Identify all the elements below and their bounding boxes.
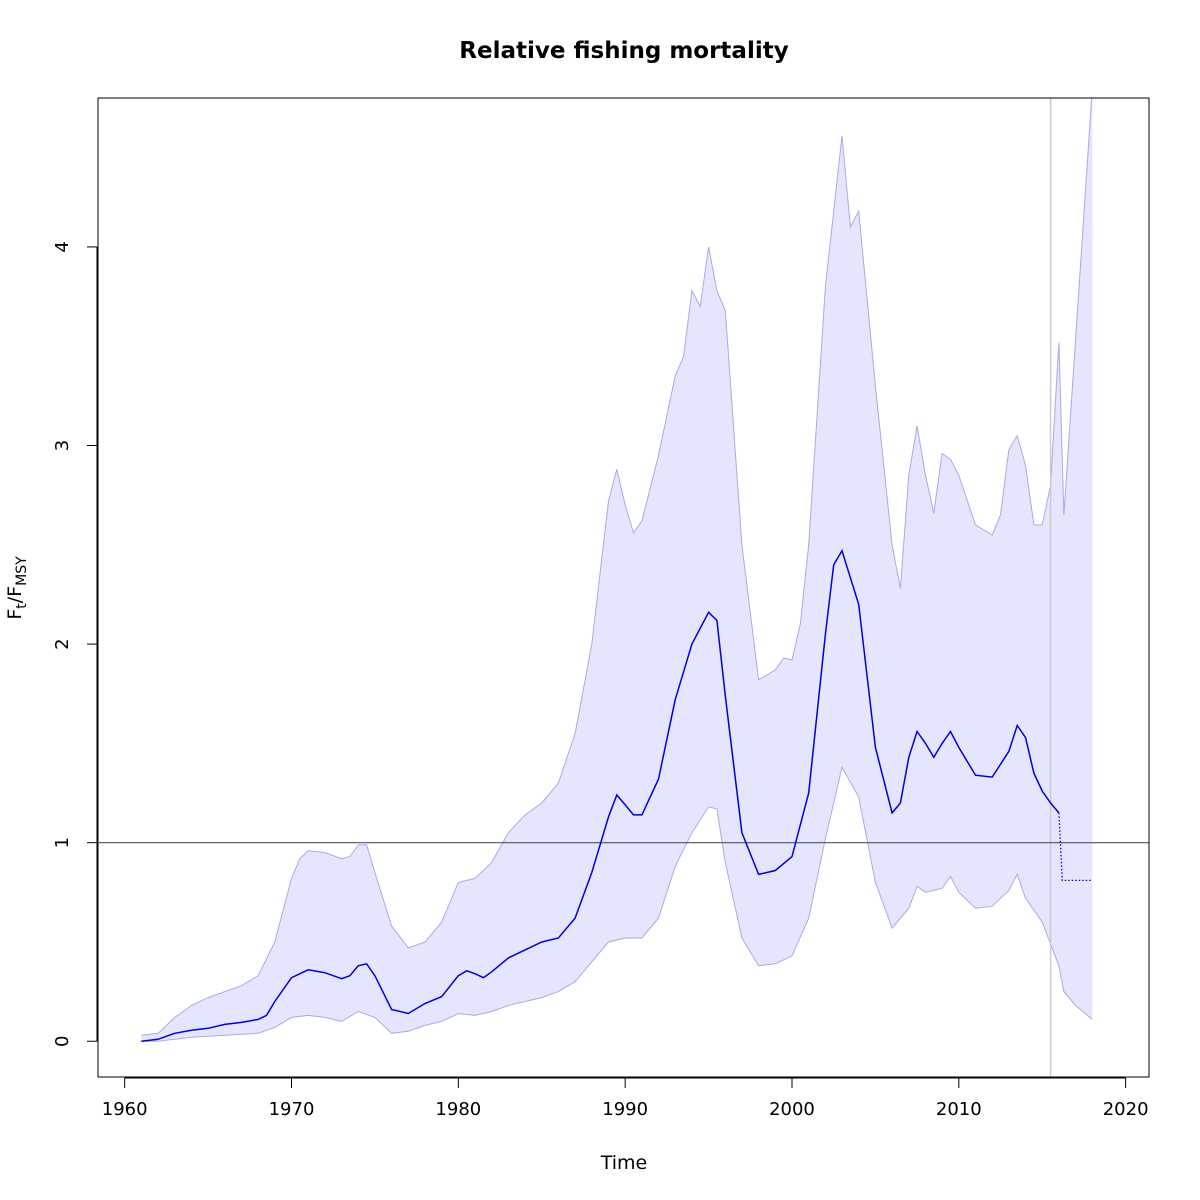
plot-area bbox=[97, 97, 1150, 1078]
plot-frame bbox=[97, 97, 1150, 1078]
y-axis-label-sub-t: t bbox=[14, 603, 30, 609]
forecast-line bbox=[1058, 812, 1093, 882]
y-tick-label: 2 bbox=[52, 638, 73, 649]
confidence-band-upper bbox=[141, 98, 1093, 1036]
y-axis-label-main: F bbox=[4, 609, 26, 620]
x-axis: 1960 1970 1980 1990 2000 2010 2020 bbox=[102, 1077, 1149, 1120]
x-tick-label: 2000 bbox=[769, 1099, 815, 1120]
y-tick-label: 4 bbox=[52, 241, 73, 252]
svg-text:Ft/FMSY: Ft/FMSY bbox=[4, 556, 30, 620]
x-tick-label: 1980 bbox=[435, 1099, 481, 1120]
y-tick-label: 0 bbox=[52, 1036, 73, 1047]
y-axis: 0 1 2 3 4 bbox=[52, 241, 98, 1047]
y-tick-label: 1 bbox=[52, 837, 73, 848]
chart-title: Relative fishing mortality bbox=[459, 38, 788, 64]
x-tick-label: 2010 bbox=[936, 1099, 982, 1120]
series-line bbox=[141, 548, 1060, 1043]
y-tick-label: 3 bbox=[52, 440, 73, 451]
x-tick-label: 2020 bbox=[1103, 1099, 1149, 1120]
y-axis-label-sep: /F bbox=[4, 586, 26, 603]
y-axis-label-sub-msy: MSY bbox=[14, 556, 30, 586]
x-axis-label: Time bbox=[600, 1152, 648, 1174]
x-tick-label: 1990 bbox=[602, 1099, 648, 1120]
x-tick-label: 1960 bbox=[102, 1099, 148, 1120]
y-axis-label: Ft/FMSY bbox=[4, 556, 30, 620]
confidence-band-lower bbox=[141, 765, 1093, 1042]
x-tick-label: 1970 bbox=[269, 1099, 315, 1120]
confidence-band bbox=[141, 98, 1093, 1042]
